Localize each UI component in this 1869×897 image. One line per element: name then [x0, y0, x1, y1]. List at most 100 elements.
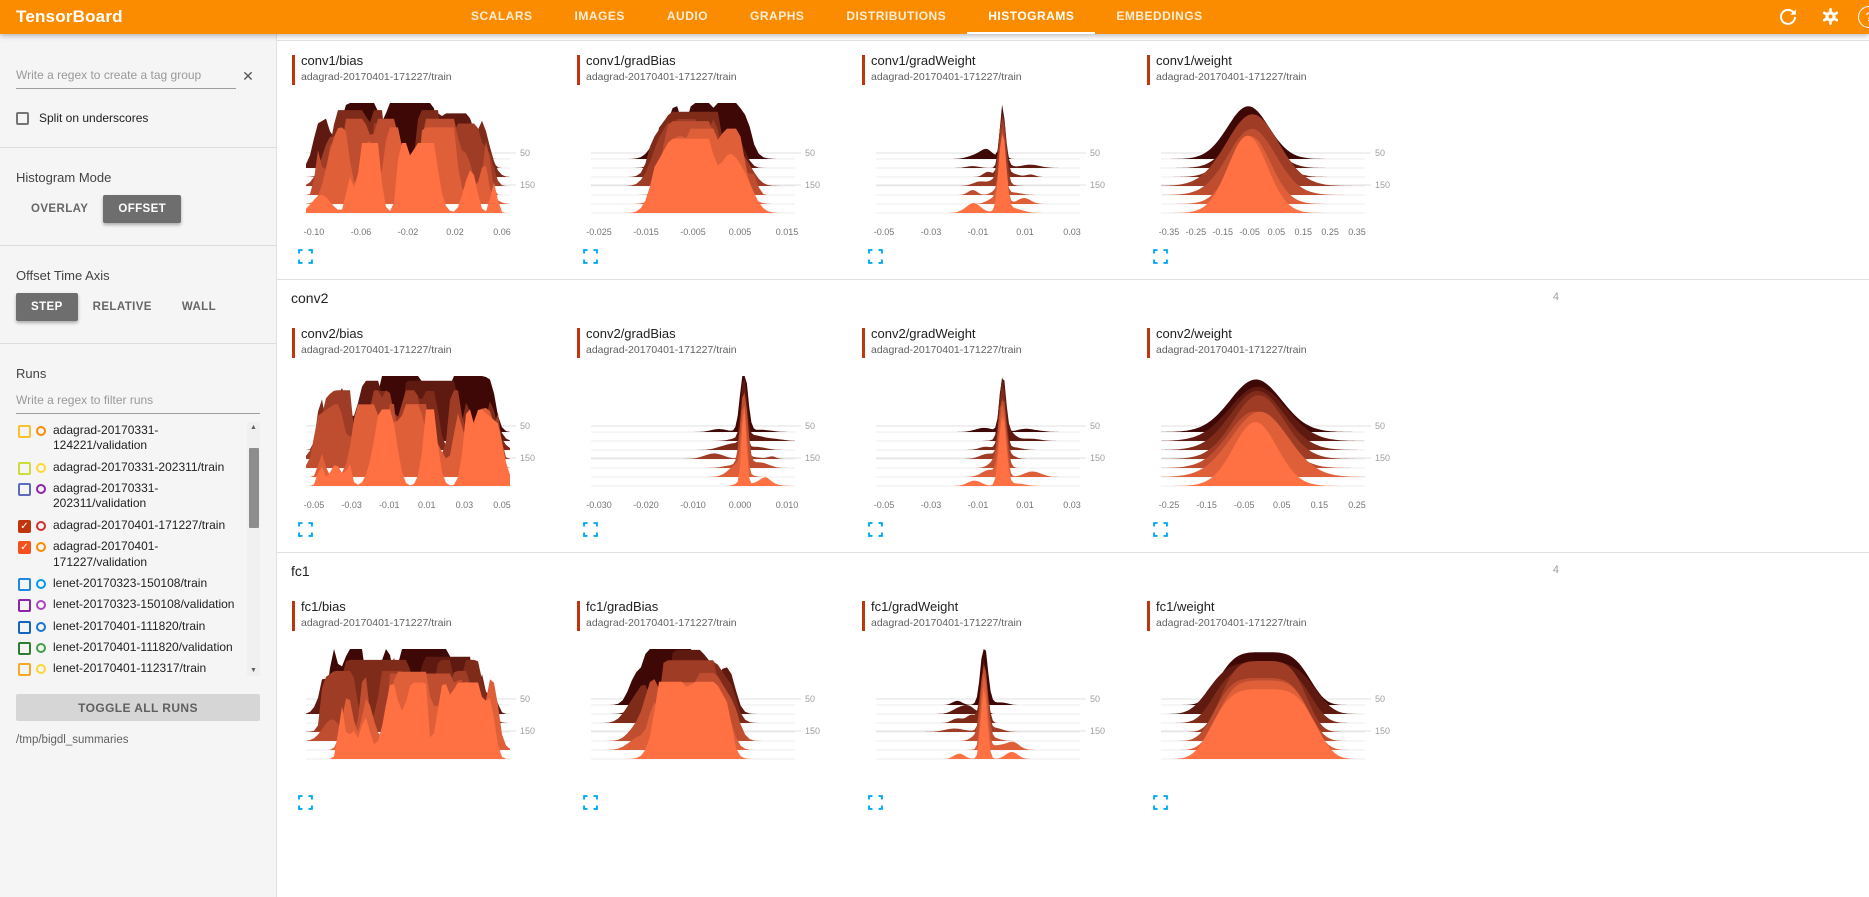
divider: [0, 245, 276, 246]
svg-text:0.25: 0.25: [1348, 500, 1366, 510]
nav-tab-distributions[interactable]: DISTRIBUTIONS: [846, 9, 947, 23]
split-underscores-checkbox[interactable]: [16, 111, 29, 125]
fullscreen-icon: [583, 795, 598, 810]
option-step[interactable]: STEP: [16, 293, 78, 321]
settings-button[interactable]: [1821, 7, 1841, 27]
run-checkbox[interactable]: ✓: [18, 483, 31, 497]
refresh-button[interactable]: [1778, 7, 1798, 27]
run-item[interactable]: ✓ lenet-20170323-150108/train: [16, 573, 242, 594]
nav-tab-graphs[interactable]: GRAPHS: [750, 9, 805, 23]
card-head: fc1/gradWeight adagrad-20170401-171227/t…: [862, 599, 1141, 631]
card-run-subtitle: adagrad-20170401-171227/train: [1156, 71, 1307, 83]
histogram-chart: 50 150 -0.10 -0.06 -0.02 0.02 0.06: [304, 103, 535, 237]
run-checkbox[interactable]: ✓: [18, 641, 31, 655]
split-underscores-label: Split on underscores: [39, 111, 149, 125]
tag-filter-input[interactable]: [16, 64, 236, 89]
svg-text:-0.15: -0.15: [1212, 227, 1233, 237]
run-item[interactable]: ✓ adagrad-20170331-202311/train: [16, 457, 242, 478]
option-offset[interactable]: OFFSET: [103, 195, 182, 223]
option-relative[interactable]: RELATIVE: [78, 293, 167, 321]
expand-button[interactable]: [1153, 249, 1169, 265]
card-head: fc1/bias adagrad-20170401-171227/train: [292, 599, 571, 631]
app-header: TensorBoard SCALARS IMAGES AUDIO GRAPHS DIST…: [0, 0, 1869, 34]
run-item[interactable]: ✓ lenet-20170401-111820/validation: [16, 637, 242, 658]
run-label: adagrad-20170331-124221/validation: [53, 423, 159, 453]
svg-text:50: 50: [520, 694, 530, 704]
runs-label: Runs: [16, 366, 47, 381]
card-run-subtitle: adagrad-20170401-171227/train: [301, 71, 452, 83]
runs-scrollbar[interactable]: ▲ ▼: [247, 422, 260, 676]
fullscreen-icon: [1153, 795, 1168, 810]
nav-tab-histograms[interactable]: HISTOGRAMS: [967, 0, 1096, 34]
svg-text:50: 50: [1375, 421, 1385, 431]
clear-tag-filter-icon[interactable]: ✕: [242, 68, 254, 84]
expand-button[interactable]: [298, 522, 314, 538]
option-wall[interactable]: WALL: [167, 293, 231, 321]
run-checkbox[interactable]: ✓: [18, 663, 31, 677]
run-color-indicator: [577, 328, 580, 358]
gear-icon: [1822, 7, 1839, 26]
log-directory: /tmp/bigdl_summaries: [16, 734, 129, 746]
run-checkbox[interactable]: ✓: [18, 620, 31, 634]
group-count: 4: [1552, 564, 1559, 576]
tag-group: fc1 4 fc1/bias adagrad-20170401-171227/t…: [277, 552, 1869, 825]
run-label: adagrad-20170401-171227/train: [53, 517, 226, 532]
expand-button[interactable]: [298, 249, 314, 265]
run-color-circle: [36, 520, 46, 531]
run-item[interactable]: ✓ lenet-20170323-150108/validation: [16, 594, 242, 615]
run-item[interactable]: ✓ adagrad-20170401-171227/validation: [16, 536, 242, 573]
help-button[interactable]: ?: [1858, 6, 1869, 28]
toggle-all-runs-button[interactable]: TOGGLE ALL RUNS: [16, 694, 260, 721]
svg-text:-0.025: -0.025: [586, 227, 612, 237]
svg-text:0.010: 0.010: [776, 500, 799, 510]
card-title: fc1/gradWeight: [871, 599, 959, 614]
expand-button[interactable]: [1153, 795, 1169, 811]
run-checkbox[interactable]: ✓: [18, 541, 31, 555]
histogram-card: conv1/gradBias adagrad-20170401-171227/t…: [571, 53, 856, 265]
svg-text:50: 50: [805, 694, 815, 704]
expand-button[interactable]: [298, 795, 314, 811]
expand-button[interactable]: [583, 249, 599, 265]
main-content: conv1 conv1/bias adagrad-20170401-171227…: [277, 34, 1869, 897]
card-head: conv2/bias adagrad-20170401-171227/train: [292, 326, 571, 358]
histogram-chart: 50 150 -0.35 -0.25 -0.15 -0.05 0.05 0.15 0.25 0.3…: [1159, 106, 1390, 237]
divider: [0, 343, 276, 344]
run-item[interactable]: ✓ adagrad-20170331-202311/validation: [16, 478, 242, 515]
nav-tabs: SCALARS IMAGES AUDIO GRAPHS DISTRIBUTIONS HIS…: [450, 0, 1224, 34]
run-label: adagrad-20170401-171227/validation: [53, 539, 159, 569]
run-label: adagrad-20170331-202311/train: [53, 459, 225, 474]
scroll-up-icon[interactable]: ▲: [250, 424, 257, 431]
expand-button[interactable]: [583, 795, 599, 811]
nav-tab-scalars[interactable]: SCALARS: [471, 9, 533, 23]
card-run-subtitle: adagrad-20170401-171227/train: [871, 71, 1022, 83]
nav-tab-images[interactable]: IMAGES: [574, 9, 625, 23]
nav-tab-audio[interactable]: AUDIO: [666, 9, 709, 23]
header-icons: [1778, 0, 1841, 34]
run-checkbox[interactable]: ✓: [18, 599, 31, 613]
option-overlay[interactable]: OVERLAY: [16, 195, 103, 223]
split-underscores-row[interactable]: Split on underscores: [16, 111, 260, 125]
run-checkbox[interactable]: ✓: [18, 519, 31, 533]
svg-text:150: 150: [1375, 453, 1390, 463]
run-checkbox[interactable]: ✓: [18, 577, 31, 591]
expand-button[interactable]: [868, 249, 884, 265]
scrollbar-thumb[interactable]: [248, 448, 259, 528]
run-checkbox[interactable]: ✓: [18, 425, 31, 438]
offset-time-axis-label: Offset Time Axis: [16, 268, 110, 283]
run-checkbox[interactable]: ✓: [18, 461, 31, 475]
run-item[interactable]: ✓ adagrad-20170331-124221/validation: [16, 420, 242, 457]
expand-button[interactable]: [868, 522, 884, 538]
run-item[interactable]: ✓ lenet-20170401-112317/train: [16, 658, 242, 678]
run-item[interactable]: ✓ adagrad-20170401-171227/train: [16, 515, 242, 536]
card-title: fc1/weight: [1156, 599, 1215, 614]
expand-button[interactable]: [868, 795, 884, 811]
svg-text:-0.25: -0.25: [1159, 500, 1180, 510]
expand-button[interactable]: [583, 522, 599, 538]
nav-tab-embeddings[interactable]: EMBEDDINGS: [1116, 9, 1203, 23]
svg-text:-0.005: -0.005: [680, 227, 706, 237]
run-color-indicator: [1147, 601, 1150, 631]
scroll-down-icon[interactable]: ▼: [250, 667, 257, 674]
runs-filter-input[interactable]: [16, 389, 260, 414]
run-item[interactable]: ✓ lenet-20170401-111820/train: [16, 616, 242, 637]
expand-button[interactable]: [1153, 522, 1169, 538]
